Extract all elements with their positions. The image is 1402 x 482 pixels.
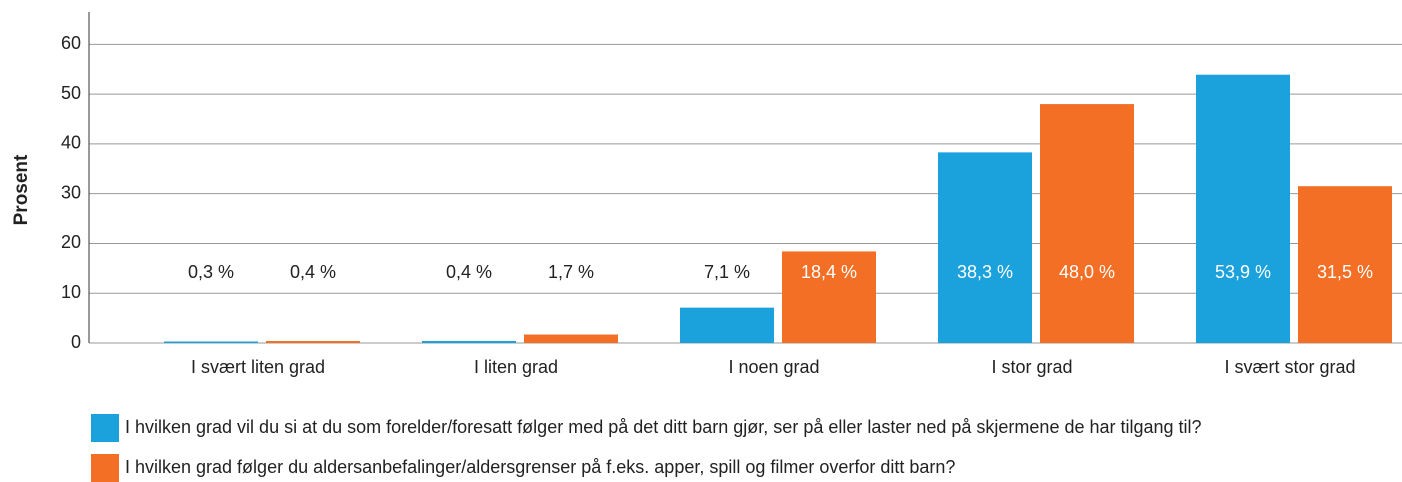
y-tick-label: 20 — [61, 232, 81, 252]
bar — [782, 251, 876, 343]
data-label: 18,4 % — [801, 262, 857, 282]
x-tick-label: I liten grad — [474, 357, 558, 377]
data-label: 0,4 % — [446, 262, 492, 282]
data-label: 53,9 % — [1215, 262, 1271, 282]
bar — [524, 334, 618, 343]
bar — [938, 152, 1032, 343]
y-tick-label: 60 — [61, 33, 81, 53]
data-label: 0,4 % — [290, 262, 336, 282]
data-label: 0,3 % — [188, 262, 234, 282]
y-tick-label: 10 — [61, 282, 81, 302]
bar — [266, 341, 360, 343]
y-tick-label: 40 — [61, 133, 81, 153]
data-label: 48,0 % — [1059, 262, 1115, 282]
bar — [1040, 104, 1134, 344]
y-tick-label: 50 — [61, 83, 81, 103]
legend-swatch — [91, 414, 119, 442]
legend-label: I hvilken grad vil du si at du som forel… — [125, 417, 1202, 437]
data-label: 1,7 % — [548, 262, 594, 282]
x-tick-label: I stor grad — [991, 357, 1072, 377]
bar — [164, 341, 258, 343]
bar — [422, 341, 516, 343]
data-label: 7,1 % — [704, 262, 750, 282]
y-axis-label: Prosent — [11, 154, 32, 225]
y-tick-label: 30 — [61, 182, 81, 202]
x-tick-label: I noen grad — [728, 357, 819, 377]
legend-label: I hvilken grad følger du aldersanbefalin… — [125, 457, 955, 477]
bar — [1196, 74, 1290, 343]
y-tick-label: 0 — [71, 332, 81, 352]
bar — [1298, 186, 1392, 343]
data-label: 31,5 % — [1317, 262, 1373, 282]
bar — [680, 307, 774, 343]
x-tick-label: I svært stor grad — [1224, 357, 1355, 377]
data-label: 38,3 % — [957, 262, 1013, 282]
x-tick-label: I svært liten grad — [191, 357, 325, 377]
legend-swatch — [91, 454, 119, 482]
